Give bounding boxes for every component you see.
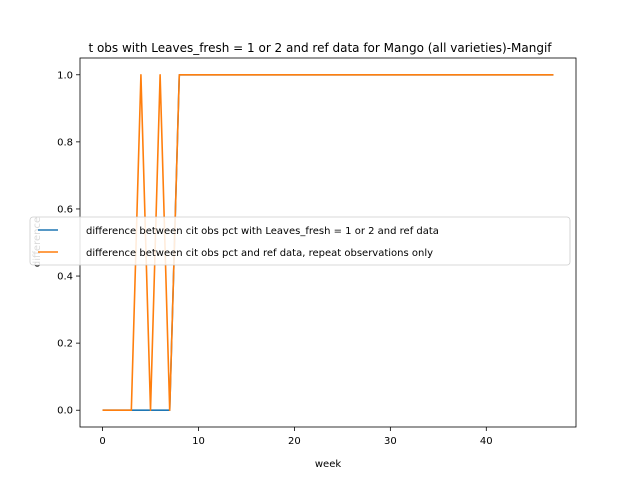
x-tick-label: 20 bbox=[288, 436, 301, 447]
y-tick-label: 0.8 bbox=[57, 137, 73, 148]
y-tick-label: 1.0 bbox=[57, 70, 73, 81]
x-tick-label: 30 bbox=[384, 436, 397, 447]
series-line-2 bbox=[102, 73, 554, 412]
y-tick-label: 0.0 bbox=[57, 406, 73, 417]
legend-box bbox=[29, 216, 571, 266]
y-axis: 0.0 0.2 0.4 0.6 0.8 1.0 bbox=[57, 70, 80, 417]
legend-label-series-2: difference between cit obs pct and ref d… bbox=[86, 248, 433, 259]
x-tick-label: 0 bbox=[99, 436, 105, 447]
x-tick-label: 10 bbox=[192, 436, 205, 447]
x-tick-label: 40 bbox=[480, 436, 493, 447]
series-lines bbox=[102, 73, 554, 412]
y-tick-label: 0.2 bbox=[57, 339, 73, 350]
x-axis-title: week bbox=[315, 459, 341, 470]
chart-title: t obs with Leaves_fresh = 1 or 2 and ref… bbox=[88, 41, 552, 55]
y-tick-label: 0.4 bbox=[57, 272, 73, 283]
legend-label-series-1: difference between cit obs pct with Leav… bbox=[86, 226, 439, 237]
legend: difference between cit obs pct with Leav… bbox=[29, 216, 571, 266]
x-axis: 0 10 20 30 40 bbox=[99, 427, 493, 447]
y-tick-label: 0.6 bbox=[57, 204, 73, 215]
